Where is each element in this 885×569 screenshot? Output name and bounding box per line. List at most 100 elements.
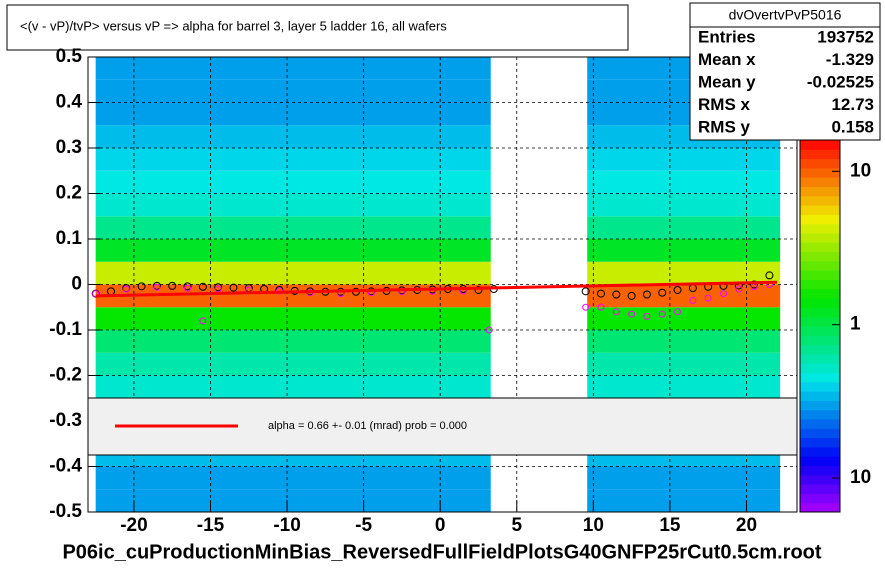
density-cell xyxy=(587,216,781,239)
stats-box xyxy=(689,2,881,141)
profile-point xyxy=(474,285,483,294)
y-tick-label: -0.2 xyxy=(49,365,82,386)
density-cell xyxy=(587,170,781,194)
profile-point xyxy=(581,287,590,296)
z-tick-label: 10 xyxy=(850,467,871,488)
density-cell xyxy=(95,466,491,490)
colorbar-step xyxy=(800,186,840,197)
profile-point xyxy=(229,283,238,292)
mean-point xyxy=(122,285,130,293)
colorbar-step xyxy=(800,502,840,513)
stats-label: RMS x xyxy=(698,95,751,114)
y-tick-label: -0.4 xyxy=(49,456,82,477)
colorbar-step xyxy=(800,437,840,448)
stats-label: Entries xyxy=(698,27,756,46)
y-tick-label: 0.3 xyxy=(56,137,82,158)
fit-line xyxy=(95,280,778,298)
colorbar-step xyxy=(800,344,840,355)
colorbar-step xyxy=(800,493,840,504)
mean-point xyxy=(689,296,697,304)
colorbar-step xyxy=(800,214,840,225)
mean-point xyxy=(199,317,207,325)
y-tick-label: -0.1 xyxy=(49,319,82,340)
profile-point xyxy=(658,288,667,297)
density-cell xyxy=(95,79,491,103)
profile-point xyxy=(198,282,207,291)
density-cell xyxy=(587,307,781,330)
x-tick-label: -10 xyxy=(273,515,300,536)
profile-point xyxy=(642,290,651,299)
colorbar-step xyxy=(800,270,840,280)
mean-point xyxy=(582,303,590,311)
density-cell xyxy=(95,352,491,376)
y-tick-label: 0.1 xyxy=(56,228,83,249)
density-cell xyxy=(95,261,491,285)
x-tick-label: 0 xyxy=(435,515,446,536)
colorbar-step xyxy=(800,372,840,383)
x-tick-label: 10 xyxy=(583,515,604,536)
colorbar-step xyxy=(800,326,840,336)
colorbar-step xyxy=(800,251,840,262)
colorbar-step xyxy=(800,446,840,457)
mean-point xyxy=(153,283,161,291)
colorbar-step xyxy=(800,484,840,494)
colorbar-step xyxy=(800,205,840,215)
colorbar-step xyxy=(800,465,840,476)
profile-point xyxy=(673,285,682,294)
plot-border xyxy=(87,56,798,513)
colorbar-step xyxy=(800,149,840,160)
mean-point xyxy=(628,310,636,318)
colorbar-step xyxy=(800,456,840,466)
density-cell xyxy=(587,489,781,512)
x-tick-label: -20 xyxy=(120,515,147,536)
x-tick-label: -15 xyxy=(197,515,225,536)
profile-point xyxy=(168,281,177,290)
colorbar-step xyxy=(800,260,840,271)
mean-point xyxy=(674,308,682,316)
colorbar-step xyxy=(800,177,840,187)
density-cell xyxy=(95,307,491,330)
chart-title: <(v - vP)/tvP> versus vP => alpha for ba… xyxy=(20,18,447,33)
density-cell xyxy=(587,466,781,490)
colorbar-step xyxy=(800,419,840,429)
mean-point xyxy=(485,326,493,334)
colorbar-step xyxy=(800,233,840,243)
profile-point xyxy=(137,282,146,291)
footer: P06ic_cuProductionMinBias_ReversedFullFi… xyxy=(62,541,821,563)
density-cell xyxy=(587,375,781,399)
profile-point xyxy=(183,282,192,291)
x-tick-label: 20 xyxy=(736,515,757,536)
density-cell xyxy=(95,216,491,239)
colorbar-step xyxy=(800,279,840,290)
density-cell xyxy=(587,284,781,308)
colorbar-step xyxy=(800,381,840,392)
legend-label: alpha = 0.66 +- 0.01 (mrad) prob = 0.000 xyxy=(268,420,467,432)
colorbar-step xyxy=(800,474,840,485)
colorbar-step xyxy=(800,298,840,308)
colorbar-step xyxy=(800,409,840,420)
x-tick-label: 5 xyxy=(511,515,522,536)
mean-point xyxy=(735,285,743,293)
colorbar-step xyxy=(800,140,840,150)
stats-label: Mean y xyxy=(698,72,756,91)
colorbar-step xyxy=(800,307,840,318)
density-cell xyxy=(95,375,491,399)
mean-point xyxy=(597,303,605,311)
mean-point xyxy=(612,308,620,316)
density-cell xyxy=(95,125,491,148)
density-cell xyxy=(95,170,491,194)
mean-point xyxy=(643,312,651,320)
density-cell xyxy=(587,148,781,171)
colorbar-step xyxy=(800,400,840,411)
profile-point xyxy=(765,271,774,280)
mean-point xyxy=(704,294,712,302)
colorbar-step xyxy=(800,335,840,346)
colorbar-step xyxy=(800,195,840,206)
colorbar-step xyxy=(800,316,840,327)
stats-label: RMS y xyxy=(698,117,751,136)
density-cell xyxy=(587,330,781,353)
y-tick-label: 0.4 xyxy=(56,92,83,113)
stats-value: 193752 xyxy=(817,27,874,46)
density-cell xyxy=(95,102,491,126)
